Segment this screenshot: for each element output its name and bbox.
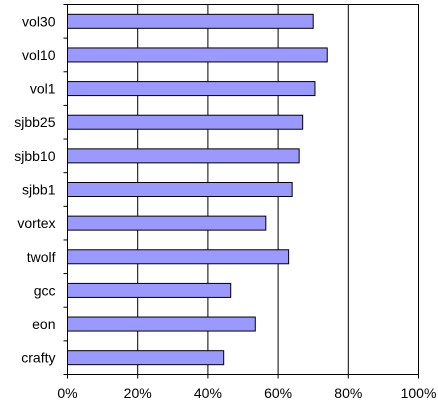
bar-eon	[67, 316, 256, 332]
x-tick-label: 0%	[57, 385, 77, 401]
x-tick-label: 100%	[401, 385, 437, 401]
bar-vol10	[67, 47, 328, 63]
bar-vol1	[67, 81, 316, 97]
category-label-sjbb10: sjbb10	[14, 148, 55, 164]
bars	[67, 13, 328, 366]
category-label-crafty: crafty	[21, 350, 55, 366]
category-label-vortex: vortex	[17, 215, 55, 231]
category-label-twolf: twolf	[27, 249, 56, 265]
category-label-sjbb25: sjbb25	[14, 114, 55, 130]
bar-vol30	[67, 13, 314, 29]
bar-twolf	[67, 249, 290, 265]
plot-area-frame	[67, 4, 419, 375]
bar-sjbb10	[67, 148, 300, 164]
category-label-gcc: gcc	[34, 282, 56, 298]
bar-crafty	[67, 350, 225, 366]
x-tick-label: 20%	[124, 385, 152, 401]
bar-gcc	[67, 282, 232, 298]
category-label-vol1: vol1	[30, 81, 56, 97]
bar-vortex	[67, 215, 267, 231]
category-label-sjbb1: sjbb1	[22, 182, 56, 198]
category-label-vol10: vol10	[22, 47, 56, 63]
x-tick-label: 80%	[334, 385, 362, 401]
x-tick-label: 60%	[264, 385, 292, 401]
bar-sjbb1	[67, 182, 293, 197]
category-label-vol30: vol30	[22, 13, 56, 29]
category-labels: vol30 vol10 vol1 sjbb25 sjbb10 sjbb1 vortex two…	[14, 13, 55, 365]
bar-sjbb25	[67, 114, 304, 130]
category-label-eon: eon	[32, 316, 55, 332]
x-tick-labels: 0% 20% 40% 60% 80% 100%	[57, 385, 436, 401]
x-tick-label: 40%	[194, 385, 222, 401]
